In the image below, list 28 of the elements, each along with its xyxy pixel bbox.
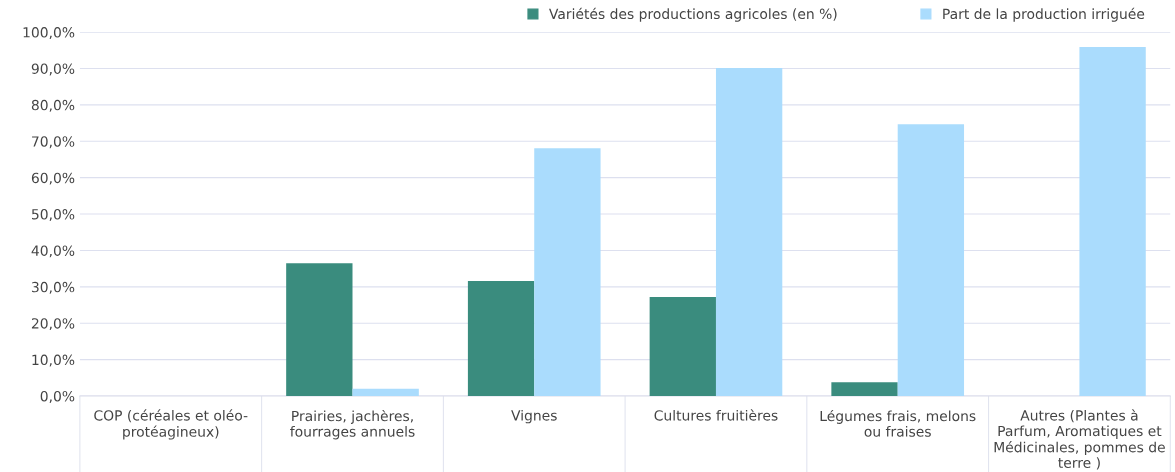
bar [534,148,601,397]
legend-label: Variétés des productions agricoles (en %) [549,7,837,22]
y-tick-label: 0,0% [40,390,75,403]
bar [831,382,898,397]
y-tick-label: 60,0% [31,172,75,185]
x-tick-label: Vignes [511,409,557,424]
bar [1079,47,1146,397]
bar [715,68,783,397]
x-tick-label: Autres (Plantes à Parfum, Aromatiques et Médicinales, pommes de terre ) [994,409,1165,470]
x-tick-label: Légumes frais, melons ou fraises [820,409,976,437]
y-tick-label: 50,0% [31,209,75,221]
x-tick-label: Prairies, jachères, fourrages annuels [290,409,415,440]
y-tick-label: 40,0% [31,245,75,258]
legend-label: Part de la production irriguée [943,7,1145,22]
bar [897,124,965,397]
x-tick-label: COP (céréales et oléo-protéagineux) [94,409,248,440]
y-tick-label: 80,0% [31,99,75,112]
y-tick-label: 10,0% [32,354,75,367]
bar [649,297,716,397]
y-tick-label: 70,0% [32,136,75,149]
y-tick-label: 30,0% [31,281,75,294]
bar [286,263,353,397]
bar [467,281,535,397]
y-tick-label: 90,0% [31,63,75,76]
y-tick-label: 20,0% [31,318,75,331]
y-tick-label: 100,0% [23,27,75,39]
x-tick-label: Cultures fruitières [654,409,778,421]
bar [352,388,419,397]
